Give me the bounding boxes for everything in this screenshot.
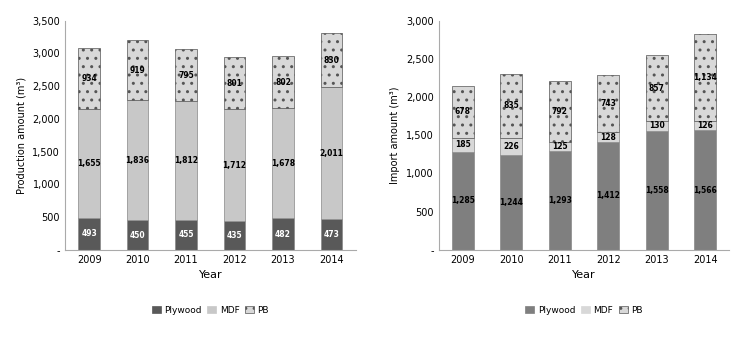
Bar: [646, 121, 668, 131]
Bar: [321, 87, 342, 219]
Bar: [78, 218, 100, 250]
Text: 802: 802: [275, 78, 291, 87]
Bar: [272, 218, 294, 250]
Bar: [321, 219, 342, 250]
Text: 126: 126: [698, 121, 713, 130]
Bar: [272, 108, 294, 218]
Bar: [598, 132, 619, 142]
Bar: [549, 142, 571, 151]
Text: 226: 226: [504, 142, 519, 151]
Text: 1,558: 1,558: [645, 186, 668, 195]
Bar: [598, 75, 619, 132]
Text: 125: 125: [552, 142, 568, 151]
Text: 801: 801: [227, 78, 242, 87]
Text: 919: 919: [130, 66, 145, 75]
Text: 1,134: 1,134: [693, 73, 717, 82]
Text: 857: 857: [649, 84, 665, 93]
Text: 792: 792: [552, 107, 568, 116]
Text: 2,011: 2,011: [319, 149, 343, 158]
Y-axis label: Import amount (m³): Import amount (m³): [390, 86, 401, 184]
Bar: [127, 220, 148, 250]
Text: 934: 934: [81, 74, 97, 83]
X-axis label: Year: Year: [572, 270, 596, 280]
Text: 1,566: 1,566: [693, 186, 717, 195]
Text: 1,836: 1,836: [125, 156, 149, 165]
Text: 1,678: 1,678: [271, 159, 295, 168]
Text: 493: 493: [81, 229, 97, 238]
Bar: [78, 109, 100, 218]
Text: 795: 795: [178, 71, 194, 80]
Bar: [452, 86, 474, 137]
Bar: [175, 220, 197, 250]
Bar: [175, 49, 197, 101]
Text: 435: 435: [227, 231, 242, 240]
Text: 678: 678: [455, 107, 471, 116]
Bar: [646, 56, 668, 121]
Bar: [127, 100, 148, 220]
Text: 1,655: 1,655: [78, 159, 101, 168]
Bar: [452, 137, 474, 152]
Bar: [452, 152, 474, 250]
X-axis label: Year: Year: [198, 270, 222, 280]
Bar: [501, 137, 522, 155]
Text: 473: 473: [324, 230, 339, 239]
Bar: [695, 121, 716, 130]
Bar: [224, 109, 245, 221]
Bar: [224, 57, 245, 109]
Text: 130: 130: [649, 121, 665, 130]
Text: 1,293: 1,293: [548, 196, 571, 205]
Bar: [78, 48, 100, 109]
Text: 482: 482: [275, 230, 291, 238]
Bar: [695, 34, 716, 121]
Bar: [127, 40, 148, 100]
Text: 1,412: 1,412: [596, 192, 620, 201]
Bar: [695, 130, 716, 250]
Text: 743: 743: [601, 99, 616, 108]
Text: 1,712: 1,712: [222, 161, 246, 170]
Y-axis label: Production amount (m³): Production amount (m³): [16, 77, 27, 194]
Bar: [549, 151, 571, 250]
Text: 1,812: 1,812: [174, 156, 198, 165]
Bar: [646, 131, 668, 250]
Text: 455: 455: [178, 230, 194, 239]
Bar: [598, 142, 619, 250]
Bar: [224, 221, 245, 250]
Bar: [549, 81, 571, 142]
Legend: Plywood, MDF, PB: Plywood, MDF, PB: [148, 303, 272, 319]
Bar: [272, 56, 294, 108]
Text: 128: 128: [601, 133, 616, 142]
Bar: [501, 155, 522, 250]
Text: 1,244: 1,244: [499, 198, 523, 207]
Text: 1,285: 1,285: [451, 196, 474, 205]
Legend: Plywood, MDF, PB: Plywood, MDF, PB: [521, 303, 646, 319]
Text: 830: 830: [324, 56, 339, 65]
Text: 835: 835: [504, 101, 519, 110]
Bar: [175, 101, 197, 220]
Text: 185: 185: [455, 140, 471, 149]
Bar: [321, 33, 342, 87]
Bar: [501, 74, 522, 137]
Text: 450: 450: [130, 231, 145, 240]
